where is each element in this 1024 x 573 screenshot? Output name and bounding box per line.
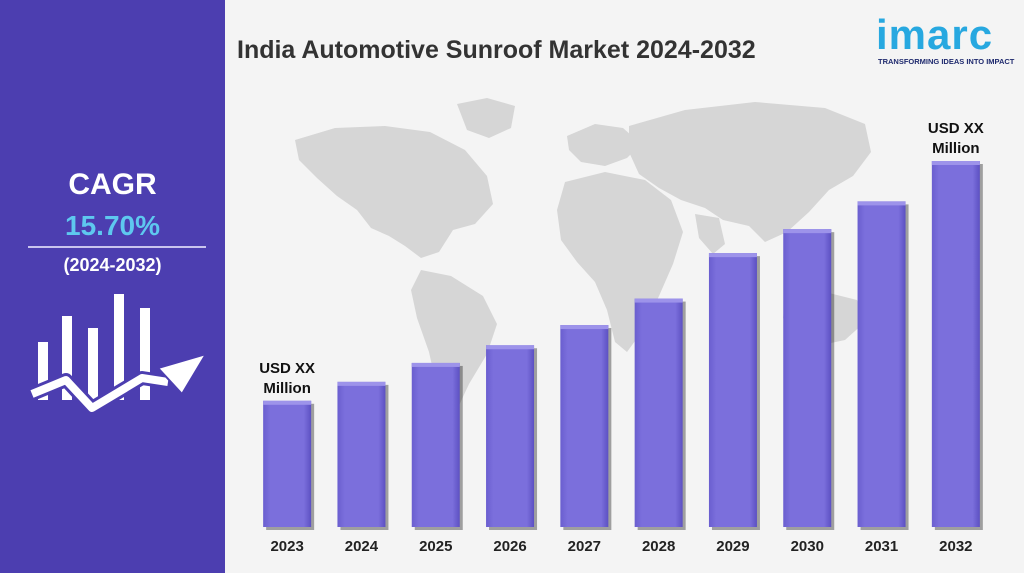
x-tick-2029: 2029: [716, 538, 749, 555]
bar-cap-2027: [560, 325, 609, 330]
bar-2024: [337, 381, 386, 527]
x-tick-2026: 2026: [493, 538, 526, 555]
growth-chart-arrow-icon: [30, 294, 209, 415]
annotation-2032-line-1: Million: [932, 140, 980, 157]
bar-cap-2023: [263, 400, 312, 405]
logo-wordmark: imarc: [876, 11, 994, 58]
x-tick-labels: 2023 2024 2025 2026 2027 2028 2029 2030 2031 2032: [270, 538, 972, 555]
bar-2023: [263, 400, 312, 527]
annotations: USD XX Million USD XX Million: [259, 120, 984, 397]
cagr-divider: [28, 246, 206, 248]
x-tick-2028: 2028: [642, 538, 675, 555]
bar-2028: [634, 298, 683, 527]
bar-2029: [708, 253, 757, 527]
cagr-label: CAGR: [68, 168, 157, 201]
x-tick-2030: 2030: [791, 538, 824, 555]
bar-cap-2024: [337, 381, 386, 386]
bar-cap-2026: [486, 345, 535, 350]
annotation-2023-line-1: Million: [263, 380, 311, 397]
cagr-panel: CAGR 15.70% (2024-2032): [0, 0, 225, 573]
page-title: India Automotive Sunroof Market 2024-203…: [237, 36, 756, 64]
logo-tagline: TRANSFORMING IDEAS INTO IMPACT: [878, 57, 1015, 66]
x-tick-2023: 2023: [270, 538, 303, 555]
bar-2030: [783, 229, 832, 527]
bar-chart: 2023 2024 2025 2026 2027 2028 2029 2030 2031 2032…: [259, 98, 984, 555]
annotation-2032-line-0: USD XX: [928, 120, 984, 137]
bar-2026: [486, 345, 535, 527]
bar-cap-2029: [708, 253, 757, 258]
x-tick-2024: 2024: [345, 538, 379, 555]
bar-2027: [560, 325, 609, 527]
imarc-logo: imarc TRANSFORMING IDEAS INTO IMPACT: [876, 8, 1016, 68]
x-tick-2032: 2032: [939, 538, 972, 555]
x-tick-2031: 2031: [865, 538, 898, 555]
annotation-2023-line-0: USD XX: [259, 360, 315, 377]
cagr-value: 15.70%: [65, 210, 160, 241]
bar-cap-2028: [634, 298, 683, 303]
x-tick-2027: 2027: [568, 538, 601, 555]
bar-cap-2030: [783, 229, 832, 234]
bar-2032: [931, 161, 980, 527]
bar-cap-2032: [931, 161, 980, 165]
bar-cap-2031: [857, 201, 906, 206]
bar-2031: [857, 201, 906, 527]
cagr-period: (2024-2032): [63, 255, 162, 275]
bar-2025: [411, 362, 460, 527]
x-tick-2025: 2025: [419, 538, 452, 555]
bar-cap-2025: [411, 362, 460, 367]
bars-group: [263, 161, 983, 530]
